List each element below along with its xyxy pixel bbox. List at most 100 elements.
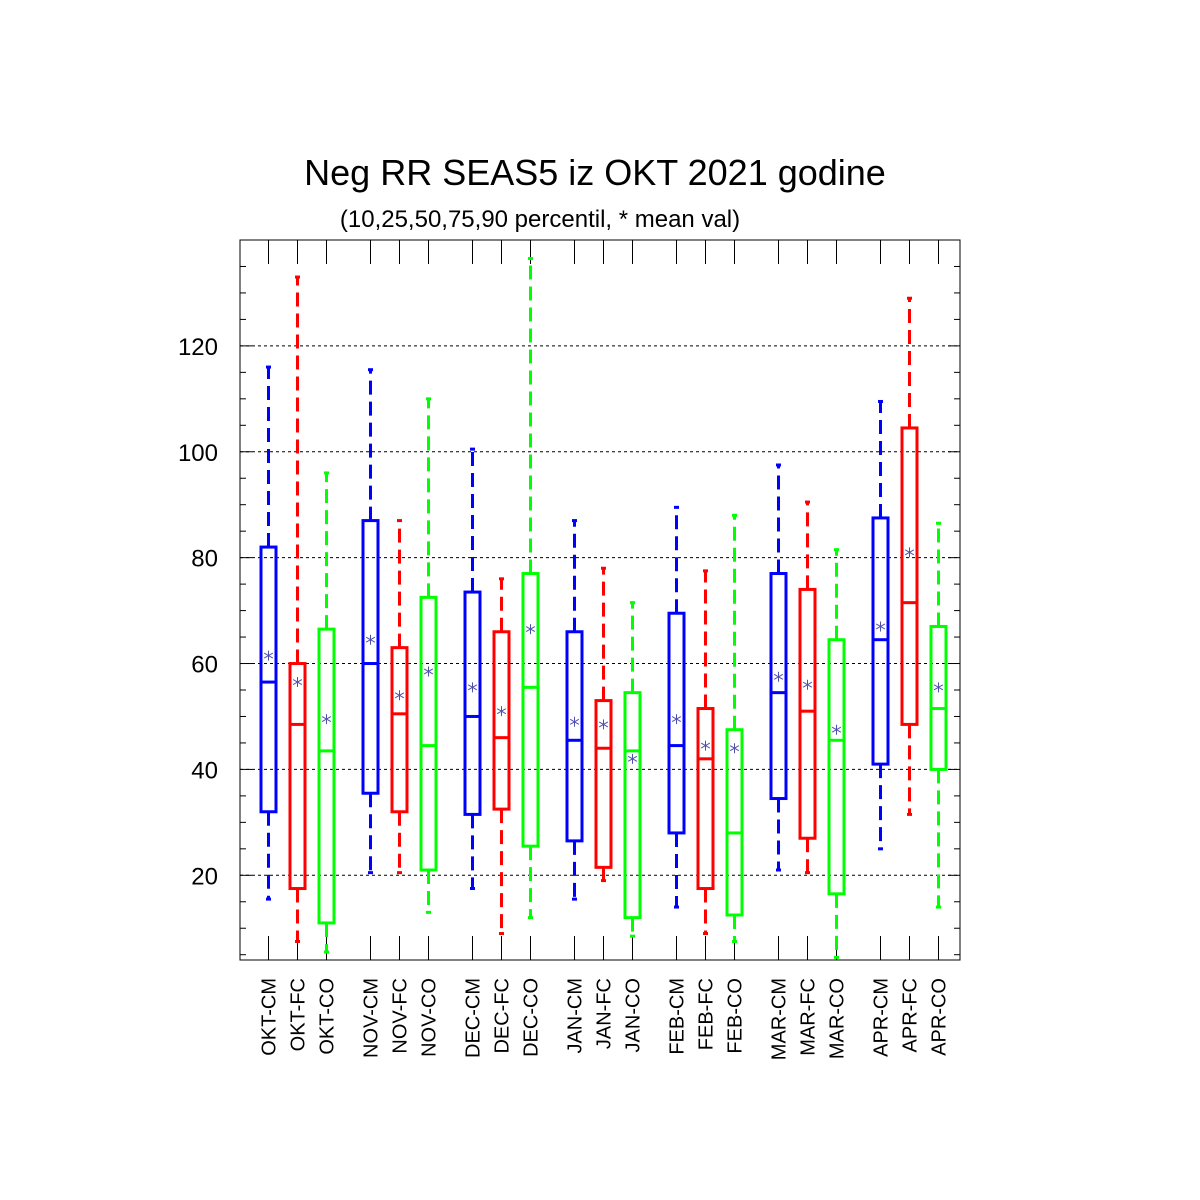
box-iqr	[798, 587, 817, 840]
mean-stroke	[773, 673, 784, 680]
mean-stroke	[627, 755, 638, 762]
box-feb-cm	[667, 505, 686, 909]
mean-stroke	[569, 718, 580, 725]
x-tick-label: MAR-FC	[798, 978, 820, 1056]
x-tick-label: DEC-CO	[521, 978, 543, 1057]
tick-labels: 20 40 60 80 100 120 OKT-CM OKT-FC OKT-CO NOV-CM NO…	[178, 334, 951, 1060]
mean-stroke	[263, 652, 274, 659]
mean-stroke	[365, 636, 376, 643]
box-iqr	[390, 646, 409, 814]
mean-stroke	[875, 623, 886, 630]
axes	[239, 239, 961, 961]
box-iqr	[667, 611, 686, 835]
mean-stroke	[802, 681, 813, 688]
box-okt-co	[317, 471, 336, 954]
box-jan-fc	[594, 566, 613, 883]
box-okt-fc	[288, 275, 307, 943]
mean-marker	[773, 671, 784, 682]
mean-marker	[671, 714, 682, 725]
y-tick-label: 80	[191, 546, 218, 573]
y-tick-label: 120	[178, 334, 218, 361]
x-tick-label: FEB-FC	[696, 978, 718, 1050]
box-apr-cm	[871, 399, 890, 851]
y-tick-label: 20	[191, 863, 218, 890]
mean-stroke	[831, 726, 842, 733]
box-nov-cm	[361, 368, 380, 875]
mean-stroke	[525, 626, 536, 633]
box-feb-fc	[696, 569, 715, 936]
mean-marker	[729, 743, 740, 754]
mean-marker	[627, 753, 638, 764]
chart-subtitle: (10,25,50,75,90 percentil, * mean val)	[340, 206, 740, 233]
mean-stroke	[423, 668, 434, 675]
box-mar-co	[827, 548, 846, 959]
box-iqr	[492, 630, 511, 811]
x-tick-label: FEB-CM	[667, 978, 689, 1055]
box-iqr	[594, 699, 613, 869]
mean-stroke	[729, 745, 740, 752]
mean-stroke	[321, 716, 332, 723]
mean-marker	[292, 677, 303, 688]
box-iqr	[565, 630, 584, 843]
box-iqr	[521, 572, 540, 848]
boxes	[259, 257, 948, 959]
mean-marker	[700, 740, 711, 751]
mean-marker	[365, 634, 376, 645]
mean-stroke	[700, 742, 711, 749]
plot-frame	[239, 239, 961, 961]
mean-stroke	[467, 684, 478, 691]
y-tick-label: 100	[178, 440, 218, 467]
mean-marker	[875, 621, 886, 632]
box-iqr	[696, 707, 715, 891]
mean-marker	[904, 547, 915, 558]
mean-marker	[802, 679, 813, 690]
box-iqr	[317, 627, 336, 925]
box-iqr	[463, 590, 482, 816]
mean-marker	[496, 706, 507, 717]
box-nov-co	[419, 397, 438, 914]
box-dec-cm	[463, 447, 482, 891]
x-tick-label: APR-FC	[900, 978, 922, 1052]
box-iqr	[259, 545, 278, 814]
box-iqr	[623, 691, 642, 920]
x-tick-label: DEC-FC	[492, 978, 514, 1054]
mean-marker	[598, 719, 609, 730]
box-mar-fc	[798, 500, 817, 875]
x-tick-label: MAR-CO	[827, 978, 849, 1059]
mean-stroke	[292, 679, 303, 685]
box-okt-cm	[259, 365, 278, 901]
x-tick-label: FEB-CO	[725, 978, 747, 1054]
x-tick-label: OKT-CO	[317, 978, 339, 1055]
box-iqr	[827, 638, 846, 896]
mean-marker	[933, 682, 944, 693]
box-feb-co	[725, 513, 744, 943]
mean-stroke	[933, 684, 944, 691]
x-tick-label: JAN-CM	[565, 978, 587, 1054]
box-iqr	[361, 519, 380, 795]
box-apr-co	[929, 521, 948, 909]
mean-marker	[423, 666, 434, 677]
y-tick-label: 60	[191, 652, 218, 679]
box-iqr	[725, 728, 744, 917]
mean-marker	[467, 682, 478, 693]
mean-marker	[569, 716, 580, 727]
box-dec-co	[521, 257, 540, 920]
mean-stroke	[496, 708, 507, 715]
x-tick-label: JAN-FC	[594, 978, 616, 1049]
box-iqr	[929, 624, 948, 771]
x-tick-label: OKT-CM	[259, 978, 281, 1056]
box-iqr	[769, 572, 788, 801]
box-iqr	[288, 662, 307, 891]
mean-marker	[263, 650, 274, 661]
x-tick-label: APR-CM	[871, 978, 893, 1057]
gridlines	[240, 345, 960, 876]
mean-marker	[525, 624, 536, 635]
mean-stroke	[671, 716, 682, 723]
box-apr-fc	[900, 296, 919, 816]
x-tick-label: OKT-FC	[288, 978, 310, 1051]
x-tick-label: DEC-CM	[463, 978, 485, 1058]
box-jan-cm	[565, 519, 584, 901]
box-iqr	[419, 595, 438, 872]
